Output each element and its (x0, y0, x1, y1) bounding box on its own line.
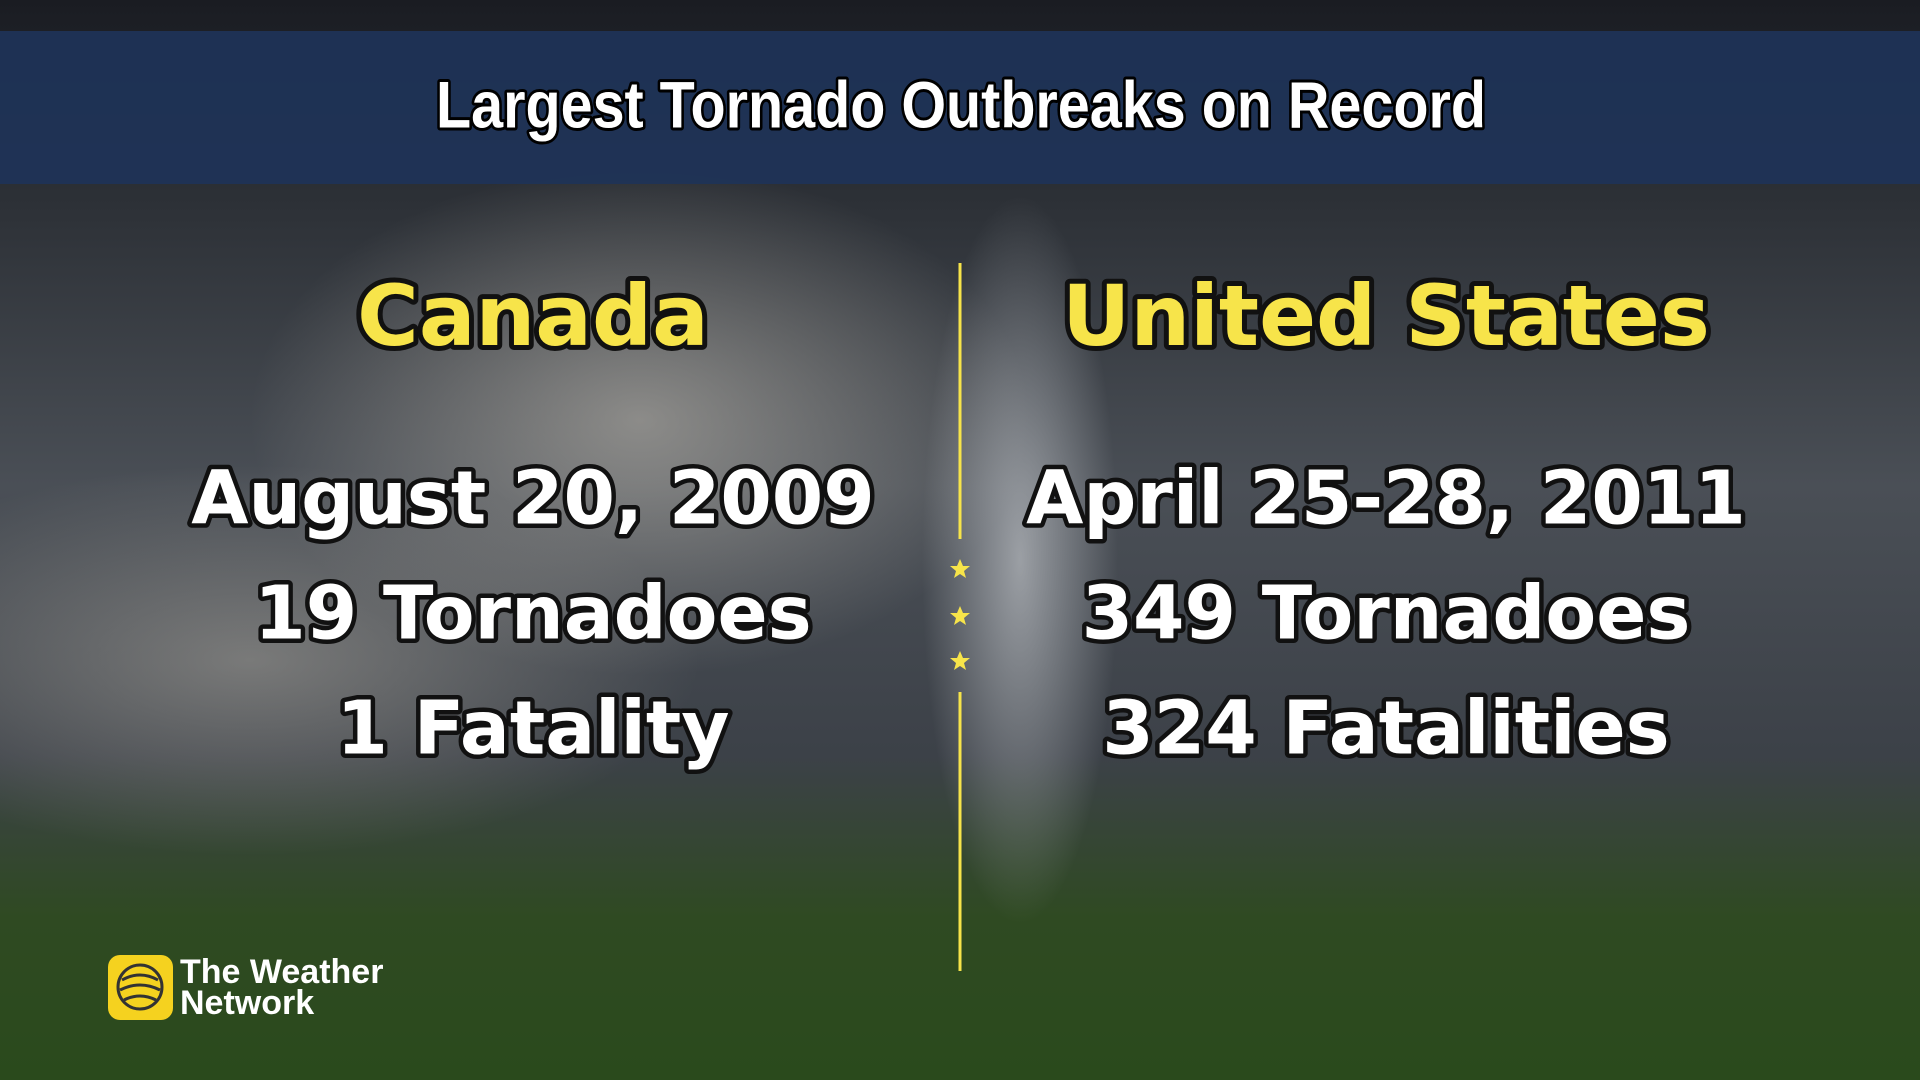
logo-text: Network (180, 984, 314, 1022)
logo-lines (119, 973, 161, 1002)
title: Largest Tornado Outbreaks on Record (436, 67, 1486, 141)
title-bar (0, 31, 1920, 184)
outbreak-date: April 25-28, 2011 (1026, 456, 1746, 542)
fatality-count: 1 Fatality (336, 686, 729, 772)
column-heading: Canada (357, 267, 709, 365)
column-heading: United States (1062, 267, 1710, 365)
logo: The Weather Network (108, 953, 383, 1022)
logo-globe (116, 963, 164, 1011)
outbreak-date: August 20, 2009 (191, 456, 875, 542)
tornado-count: 19 Tornadoes (254, 571, 811, 657)
tornado-count: 349 Tornadoes (1082, 571, 1691, 657)
fatality-count: 324 Fatalities (1102, 686, 1669, 772)
logo-text: The Weather (180, 953, 383, 991)
divider-stars (950, 559, 970, 670)
